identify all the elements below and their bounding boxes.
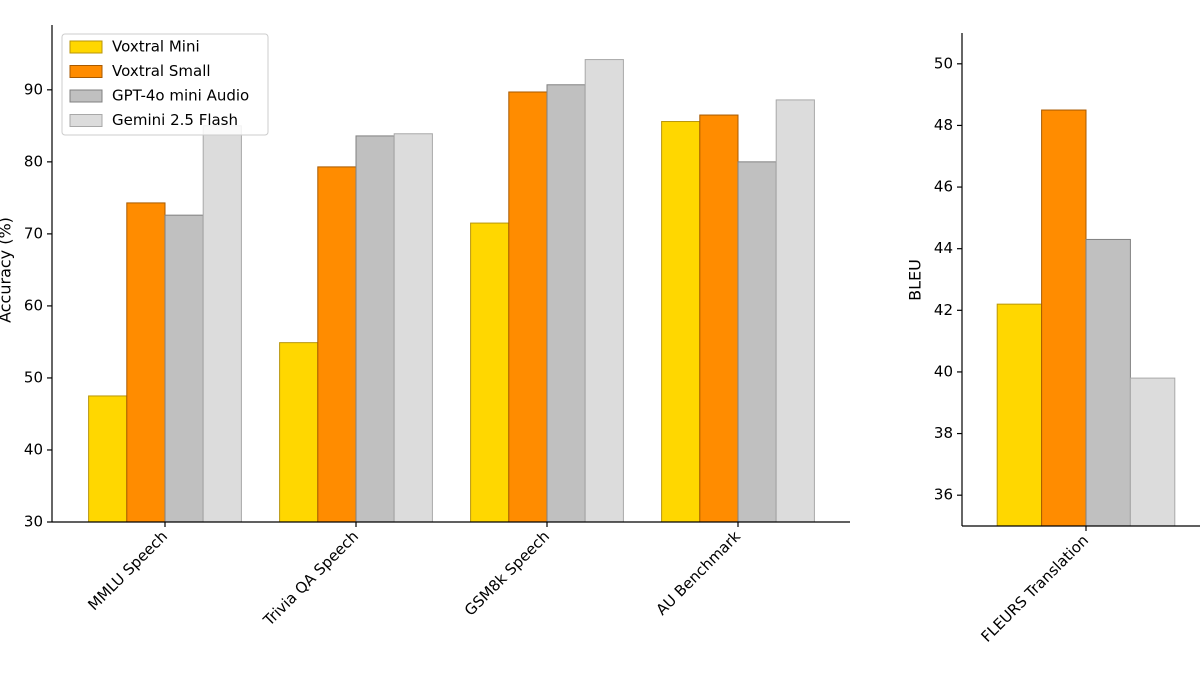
bar bbox=[279, 342, 319, 523]
legend-label: GPT-4o mini Audio bbox=[112, 87, 249, 105]
bar bbox=[996, 303, 1043, 527]
legend-swatch bbox=[69, 89, 103, 103]
bar bbox=[546, 84, 586, 523]
legend-swatch bbox=[69, 114, 103, 127]
y-axis-label: BLEU bbox=[906, 259, 925, 301]
x-tick-label: Trivia QA Speech bbox=[259, 527, 362, 630]
y-tick-label: 30 bbox=[24, 513, 43, 531]
y-tick-label: 38 bbox=[934, 424, 953, 442]
legend-swatch bbox=[69, 40, 103, 54]
y-tick-label: 36 bbox=[934, 486, 953, 504]
y-tick-label: 50 bbox=[24, 368, 43, 386]
y-tick-label: 40 bbox=[24, 440, 43, 458]
bar bbox=[393, 133, 433, 523]
y-tick-label: 60 bbox=[24, 296, 43, 314]
bar bbox=[508, 91, 548, 523]
bar bbox=[317, 166, 357, 523]
y-tick-label: 90 bbox=[24, 80, 43, 98]
bar bbox=[699, 114, 739, 523]
y-tick-label: 50 bbox=[934, 54, 953, 72]
bar bbox=[584, 59, 624, 523]
x-tick-label: GSM8k Speech bbox=[461, 527, 553, 619]
x-tick-label: AU Benchmark bbox=[652, 527, 744, 619]
bar bbox=[737, 161, 777, 523]
bar bbox=[126, 202, 166, 523]
bar bbox=[1085, 238, 1131, 527]
bar bbox=[775, 99, 815, 523]
bar bbox=[1129, 377, 1176, 527]
legend-swatch bbox=[69, 65, 103, 78]
y-tick-label: 44 bbox=[934, 239, 953, 257]
y-axis-label: Accuracy (%) bbox=[0, 217, 15, 323]
y-tick-label: 70 bbox=[24, 224, 43, 242]
x-tick-label: FLEURS Translation bbox=[978, 531, 1092, 645]
bar bbox=[88, 395, 128, 523]
chart: 30 40 50 60 70 80 90 MMLU Speech Trivia QA Speec… bbox=[0, 25, 850, 630]
bar bbox=[470, 222, 510, 523]
legend-label: Voxtral Small bbox=[112, 62, 211, 80]
legend: Voxtral Mini Voxtral Small GPT-4o mini Aud… bbox=[61, 33, 269, 136]
legend-label: Gemini 2.5 Flash bbox=[112, 111, 238, 129]
legend-label: Voxtral Mini bbox=[112, 38, 200, 56]
y-tick-label: 80 bbox=[24, 152, 43, 170]
y-tick-label: 46 bbox=[934, 178, 953, 196]
bar bbox=[202, 125, 242, 523]
bar bbox=[355, 135, 395, 523]
y-tick-label: 48 bbox=[934, 116, 953, 134]
bar bbox=[661, 121, 701, 523]
y-tick-label: 40 bbox=[934, 362, 953, 380]
x-tick-label: MMLU Speech bbox=[84, 527, 171, 614]
bar bbox=[164, 214, 204, 523]
y-tick-label: 42 bbox=[934, 301, 953, 319]
legend-frame bbox=[61, 33, 269, 136]
bar bbox=[1041, 109, 1087, 527]
chart: 36 38 40 42 44 46 48 50 FLEURS Translation BLEU bbox=[906, 33, 1200, 646]
